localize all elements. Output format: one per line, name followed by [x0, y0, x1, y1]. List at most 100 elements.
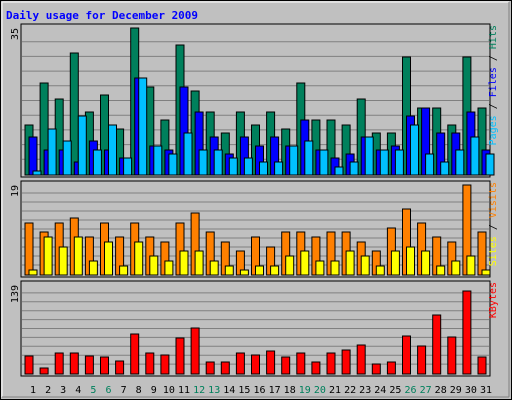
sites-bar-day-2: [43, 236, 53, 276]
pages-bar-day-22: [349, 161, 359, 176]
day-label: 14: [223, 385, 235, 396]
day-label: 31: [480, 385, 492, 396]
sites-bar-day-20: [315, 260, 325, 276]
kbytes-bar-day-18: [281, 356, 291, 375]
visits-bar-day-31: [477, 231, 487, 276]
kbytes-bar-day-10: [160, 354, 170, 375]
legend-word-sites: Sites: [488, 236, 499, 266]
legend-word-sep: /: [488, 49, 499, 67]
kbytes-bar-day-28: [432, 314, 442, 375]
day-label: 10: [163, 385, 175, 396]
pages-bar-day-26: [410, 124, 419, 176]
day-label: 13: [208, 385, 220, 396]
kbytes-bar-day-25: [386, 361, 396, 375]
sites-bar-day-26: [406, 246, 415, 276]
kbytes-bar-day-13: [205, 361, 215, 375]
pages-bar-day-31: [485, 153, 495, 176]
sites-bar-day-28: [436, 265, 446, 276]
files-bar-day-1: [28, 136, 38, 176]
sites-bar-day-31: [481, 269, 491, 276]
day-label: 27: [420, 385, 432, 396]
day-label: 19: [299, 385, 311, 396]
sites-bar-day-17: [270, 265, 280, 276]
pages-bar-day-23: [364, 136, 374, 176]
panels: 35 Pages / Files / Hits 19 Sites / Visits 13…: [10, 23, 499, 377]
pages-bar-day-5: [92, 149, 102, 176]
kbytes-bar-day-26: [402, 335, 411, 375]
legend-word-hits: Hits: [488, 25, 499, 49]
day-label: 22: [344, 385, 356, 396]
sites-bar-day-24: [375, 265, 385, 276]
pages-bar-day-25: [394, 149, 404, 176]
day-labels: 1 2 3 4 5 6 7 8 9 10 11 12 13 14 15 16 17 18 19 20 21 22 23 24 2…: [30, 385, 492, 396]
kbytes-bar-day-12: [190, 327, 200, 375]
sites-bar-day-21: [330, 260, 340, 276]
kbytes-bar-day-2: [39, 367, 49, 375]
day-label: 7: [121, 385, 127, 396]
sites-bar-day-14: [224, 265, 234, 276]
kbytes-bar-day-21: [326, 352, 336, 375]
kbytes-bar-day-6: [100, 356, 109, 375]
day-label: 30: [465, 385, 477, 396]
chart-title: Daily usage for December 2009: [6, 9, 198, 22]
series-legend: Sites / Visits: [488, 182, 499, 266]
sites-bar-day-6: [104, 241, 113, 276]
sites-bar-day-10: [164, 260, 174, 276]
sites-bar-day-1: [28, 269, 38, 276]
y-max-label: 19: [10, 185, 21, 197]
pages-bar-day-1: [32, 170, 42, 176]
sites-bar-day-25: [390, 250, 400, 276]
sites-bar-day-15: [239, 269, 249, 276]
sites-bar-day-13: [209, 260, 219, 276]
y-max-label: 139: [10, 285, 21, 303]
kbytes-bar-day-31: [477, 356, 487, 375]
pages-bar-day-4: [77, 115, 87, 176]
day-label: 2: [45, 385, 51, 396]
legend-word-files: Files: [488, 67, 499, 97]
pages-bar-day-27: [425, 153, 435, 176]
kbytes-bar-day-17: [266, 350, 276, 375]
kbytes-bar-day-9: [145, 352, 155, 375]
day-label: 18: [284, 385, 296, 396]
day-label: 25: [389, 385, 401, 396]
kbytes-bar-day-16: [251, 354, 260, 375]
day-label: 11: [178, 385, 190, 396]
sites-bar-day-3: [58, 246, 68, 276]
pages-bar-day-18: [289, 145, 299, 176]
pages-bar-day-28: [440, 161, 450, 176]
kbytes-bar-day-14: [220, 361, 230, 375]
sites-bar-day-8: [134, 241, 144, 276]
pages-bar-day-13: [213, 149, 223, 176]
pages-bar-day-19: [304, 140, 314, 176]
sites-bar-day-23: [360, 255, 370, 276]
pages-bar-day-2: [47, 128, 57, 176]
pages-bar-day-12: [198, 149, 208, 176]
panel-visits_sites: 19 Sites / Visits: [10, 180, 499, 278]
kbytes-bar-day-4: [69, 352, 79, 375]
sites-bar-day-11: [179, 250, 189, 276]
day-label: 23: [359, 385, 371, 396]
kbytes-bar-day-27: [417, 345, 427, 375]
pages-bar-day-17: [274, 161, 284, 176]
pages-bar-day-3: [62, 140, 72, 176]
sites-bar-day-16: [255, 265, 264, 276]
kbytes-bar-day-19: [296, 352, 306, 375]
day-label: 4: [75, 385, 81, 396]
pages-bar-day-8: [138, 77, 148, 176]
pages-bar-day-14: [228, 157, 238, 176]
kbytes-bar-day-23: [356, 344, 366, 375]
series-sites: [28, 236, 491, 276]
sites-bar-day-19: [300, 250, 310, 276]
pages-bar-day-29: [455, 149, 465, 176]
legend-word-pages: Pages: [488, 115, 499, 145]
sites-bar-day-22: [345, 250, 355, 276]
day-label: 3: [60, 385, 66, 396]
kbytes-bar-day-24: [371, 363, 381, 375]
kbytes-bar-day-22: [341, 349, 351, 375]
day-label: 6: [105, 385, 111, 396]
day-label: 17: [269, 385, 281, 396]
legend-word-sep: /: [488, 218, 499, 236]
kbytes-bar-day-11: [175, 337, 185, 375]
pages-bar-day-21: [334, 166, 344, 176]
sites-bar-day-29: [451, 260, 461, 276]
